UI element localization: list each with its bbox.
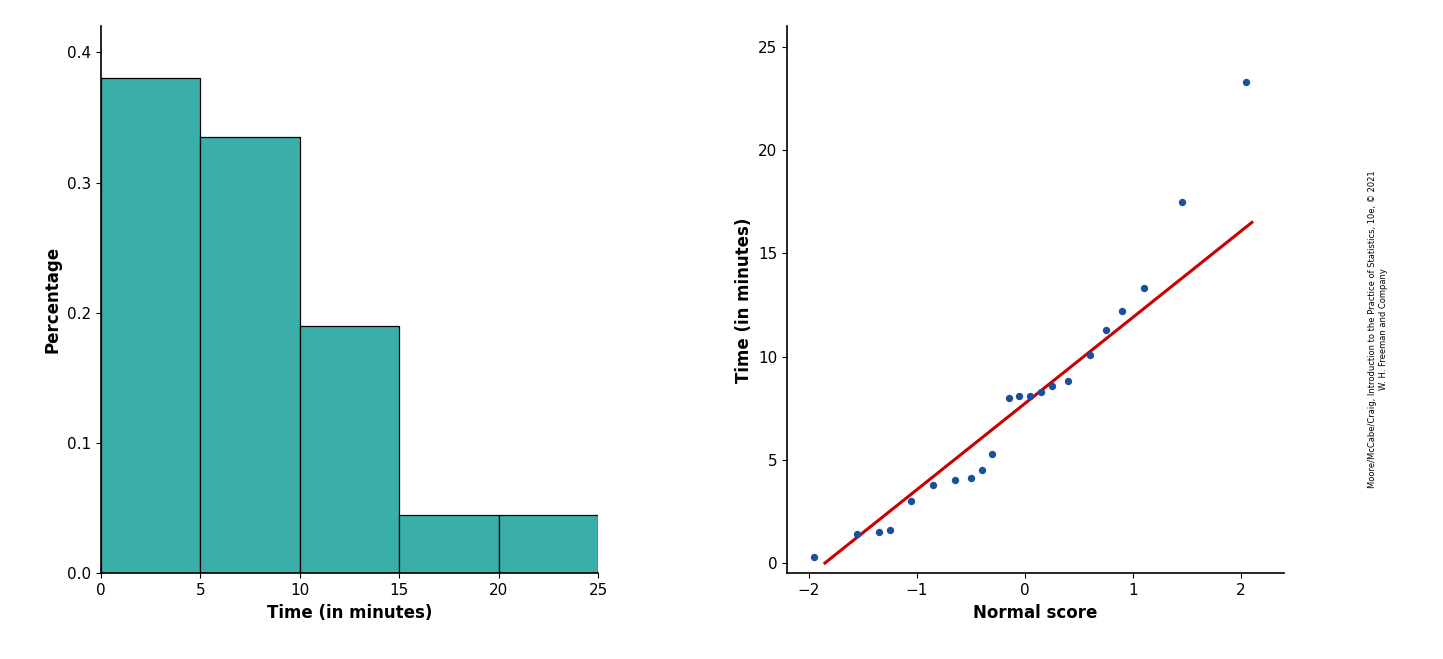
Point (960, 473, 983, 484)
X-axis label: Normal score: Normal score (974, 604, 1098, 621)
Point (1029, 386, 1052, 397)
Point (846, 529, 869, 539)
Point (1040, 380, 1063, 391)
Bar (101, 78, 201, 573)
Point (1019, 391, 1042, 401)
Point (970, 465, 993, 475)
Point (944, 475, 967, 486)
Point (981, 448, 1004, 459)
Y-axis label: Percentage: Percentage (43, 246, 62, 353)
Point (1170, 196, 1193, 207)
Point (1007, 391, 1030, 401)
Bar (400, 515, 499, 573)
Bar (201, 137, 300, 573)
Point (1133, 283, 1156, 294)
Y-axis label: Time (in minutes): Time (in minutes) (734, 217, 753, 382)
Point (879, 525, 902, 535)
Point (922, 479, 945, 490)
Point (997, 393, 1020, 403)
Point (1111, 306, 1134, 316)
Bar (499, 515, 599, 573)
Point (1235, 77, 1258, 88)
Bar (300, 326, 400, 573)
Point (867, 527, 890, 537)
X-axis label: Time (in minutes): Time (in minutes) (267, 604, 433, 621)
Point (900, 496, 924, 506)
Text: Moore/McCabe/Craig, Introduction to the Practice of Statistics, 10e, © 2021
W. H: Moore/McCabe/Craig, Introduction to the … (1368, 171, 1388, 488)
Point (1094, 324, 1117, 335)
Point (802, 552, 825, 562)
Point (1056, 376, 1079, 387)
Point (1078, 349, 1101, 360)
